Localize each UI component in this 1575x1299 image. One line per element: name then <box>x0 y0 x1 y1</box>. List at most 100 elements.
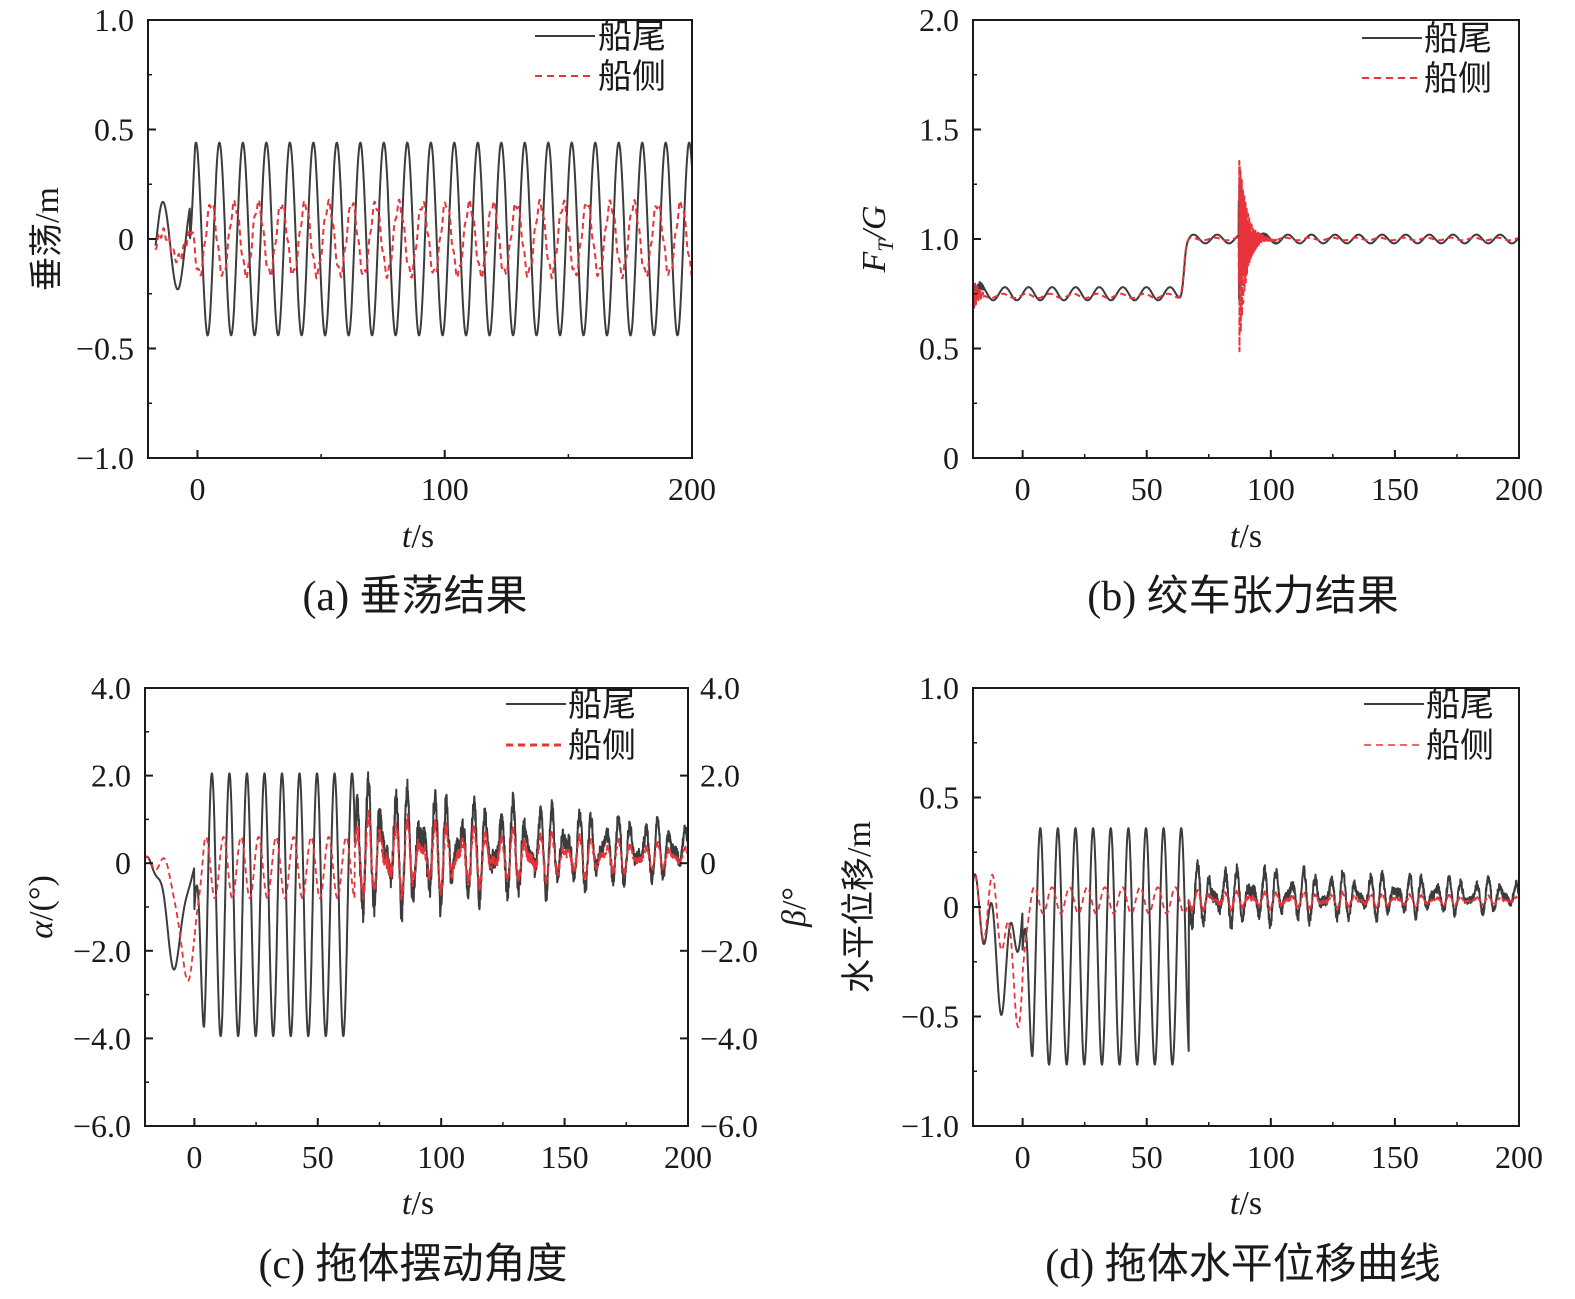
panel-c-y2tick-label-0: −6.0 <box>700 1108 758 1144</box>
panel-a: 0 100 200 −1.0 −0.5 0 0.5 1.0 垂荡/m t/s 船尾 船侧 (a… <box>29 2 716 620</box>
panel-b-xtick-label-4: 200 <box>1495 471 1543 507</box>
panel-d-ytick-label-4: 1.0 <box>919 670 959 706</box>
panel-d-xlabel: t/s <box>1230 1185 1262 1222</box>
panel-d-ytick-label-0: −1.0 <box>901 1108 959 1144</box>
panel-a-xtick-label-2: 200 <box>668 471 716 507</box>
panel-a-ytick-label-1: −0.5 <box>76 331 134 367</box>
panel-a-ytick-label-2: 0 <box>118 221 134 257</box>
panel-d-xtick-label-4: 200 <box>1495 1139 1543 1175</box>
legend-d-side-label: 船侧 <box>1426 727 1494 765</box>
panel-a-ticks: 0 100 200 −1.0 −0.5 0 0.5 1.0 <box>76 2 716 507</box>
panel-c-xtick-label-2: 100 <box>417 1139 465 1175</box>
series-stern-line <box>144 771 689 1038</box>
legend-a-stern-label: 船尾 <box>598 18 666 56</box>
panel-c-ytick-label-3: 0 <box>115 845 131 881</box>
panel-c-y2tick-label-2: −2.0 <box>700 933 758 969</box>
panel-d-xtick-label-0: 0 <box>1015 1139 1031 1175</box>
panel-b-ylabel: FT/G <box>856 205 898 273</box>
panel-b-xlabel-unit: /s <box>1239 518 1262 555</box>
panel-b-ytick-label-1: 0.5 <box>919 331 959 367</box>
panel-b-caption: (b) 绞车张力结果 <box>1087 574 1398 620</box>
series-side-line <box>972 160 1520 353</box>
panel-c-caption: (c) 拖体摆动角度 <box>258 1242 567 1288</box>
legend-c-stern-label: 船尾 <box>568 686 636 724</box>
panel-d: 0 50 100 150 200 −1.0 −0.5 0 0.5 1.0 水平位移/m t/s 船… <box>840 670 1543 1288</box>
panel-b-xtick-label-2: 100 <box>1247 471 1295 507</box>
panel-a-ytick-label-4: 1.0 <box>94 2 134 38</box>
panel-a-caption: (a) 垂荡结果 <box>302 574 527 620</box>
legend-c-side-label: 船侧 <box>568 727 636 765</box>
panel-a-ylabel: 垂荡/m <box>29 187 66 291</box>
series-side-line <box>144 807 689 982</box>
panel-d-curves <box>972 827 1520 1066</box>
panel-c-y2tick-label-4: 2.0 <box>700 758 740 794</box>
series-side-line <box>154 198 693 280</box>
panel-c-xlabel-var: t <box>402 1185 413 1222</box>
panel-a-xtick-label-0: 0 <box>189 471 205 507</box>
panel-d-xlabel-var: t <box>1230 1185 1241 1222</box>
panel-c-ticks: 0 50 100 150 200−6.0 −6.0−4.0 −4.0−2.0 −2.00 02.… <box>73 670 758 1175</box>
panel-a-legend: 船尾 船侧 <box>535 18 666 96</box>
panel-c-y2label-unit: /° <box>776 887 813 910</box>
panel-d-ytick-label-2: 0 <box>943 889 959 925</box>
panel-b-ylabel-f: F <box>856 251 893 274</box>
panel-b-ticks: 0 50 100 150 200 0 0.5 1.0 1.5 2.0 <box>919 2 1543 507</box>
panel-c-ytick-label-4: 2.0 <box>91 758 131 794</box>
panel-b-ytick-label-3: 1.5 <box>919 112 959 148</box>
panel-b-legend: 船尾 船侧 <box>1362 20 1492 98</box>
legend-a-side-label: 船侧 <box>598 58 666 96</box>
panel-b-ylabel-tail: /G <box>856 205 893 241</box>
panel-c-ylabel-var: α <box>23 920 60 939</box>
panel-c-ytick-label-2: −2.0 <box>73 933 131 969</box>
panel-d-xtick-label-2: 100 <box>1247 1139 1295 1175</box>
panel-b-xtick-label-1: 50 <box>1131 471 1163 507</box>
panel-c-ylabel-unit: /(°) <box>23 875 60 921</box>
panel-c-xtick-label-1: 50 <box>302 1139 334 1175</box>
panel-b-xtick-label-0: 0 <box>1015 471 1031 507</box>
series-side-line <box>972 873 1520 1029</box>
panel-d-xtick-label-1: 50 <box>1131 1139 1163 1175</box>
panel-b-ylabel-sub: T <box>873 238 898 252</box>
panel-b-xlabel-var: t <box>1230 518 1241 555</box>
panel-c: 0 50 100 150 200−6.0 −6.0−4.0 −4.0−2.0 −2.00 02.… <box>23 670 813 1288</box>
series-stern-line <box>972 827 1520 1066</box>
panel-a-xtick-label-1: 100 <box>421 471 469 507</box>
panel-c-xtick-label-3: 150 <box>541 1139 589 1175</box>
panel-d-xlabel-unit: /s <box>1239 1185 1262 1222</box>
panel-a-ytick-label-0: −1.0 <box>76 440 134 476</box>
panel-a-ytick-label-3: 0.5 <box>94 112 134 148</box>
panel-d-ytick-label-1: −0.5 <box>901 999 959 1035</box>
panel-c-ytick-label-0: −6.0 <box>73 1108 131 1144</box>
panel-d-xtick-label-3: 150 <box>1371 1139 1419 1175</box>
panel-d-ytick-label-3: 0.5 <box>919 780 959 816</box>
panel-c-legend: 船尾 船侧 <box>506 686 636 765</box>
series-stern-line <box>154 141 693 337</box>
panel-c-y2label-var: β <box>776 910 813 928</box>
panel-d-caption: (d) 拖体水平位移曲线 <box>1045 1241 1440 1288</box>
panel-b-ytick-label-0: 0 <box>943 440 959 476</box>
panel-a-curves <box>154 141 693 337</box>
panel-c-xlabel-unit: /s <box>411 1185 434 1222</box>
panel-c-y2tick-label-5: 4.0 <box>700 670 740 706</box>
panel-b: 0 50 100 150 200 0 0.5 1.0 1.5 2.0 FT/G t/s 船尾 船侧… <box>856 2 1543 620</box>
panel-c-ytick-label-5: 4.0 <box>91 670 131 706</box>
panel-c-xtick-label-4: 200 <box>664 1139 712 1175</box>
panel-d-ticks: 0 50 100 150 200 −1.0 −0.5 0 0.5 1.0 <box>901 670 1543 1175</box>
panel-b-ytick-label-4: 2.0 <box>919 2 959 38</box>
panel-b-curves <box>972 160 1520 353</box>
panel-c-ylabel: α/(°) <box>23 875 60 939</box>
panel-c-xlabel: t/s <box>402 1185 434 1222</box>
panel-b-xtick-label-3: 150 <box>1371 471 1419 507</box>
panel-c-y2tick-label-3: 0 <box>700 845 716 881</box>
panel-b-xlabel: t/s <box>1230 518 1262 555</box>
panel-c-curves <box>144 771 689 1038</box>
panel-c-xtick-label-0: 0 <box>186 1139 202 1175</box>
legend-d-stern-label: 船尾 <box>1426 686 1494 724</box>
panel-c-ytick-label-1: −4.0 <box>73 1020 131 1056</box>
panel-b-ytick-label-2: 1.0 <box>919 221 959 257</box>
panel-d-ylabel: 水平位移/m <box>840 821 878 993</box>
panel-d-legend: 船尾 船侧 <box>1364 686 1494 765</box>
panel-c-y2label: β/° <box>776 887 813 928</box>
panel-a-xlabel-var: t <box>402 518 413 555</box>
